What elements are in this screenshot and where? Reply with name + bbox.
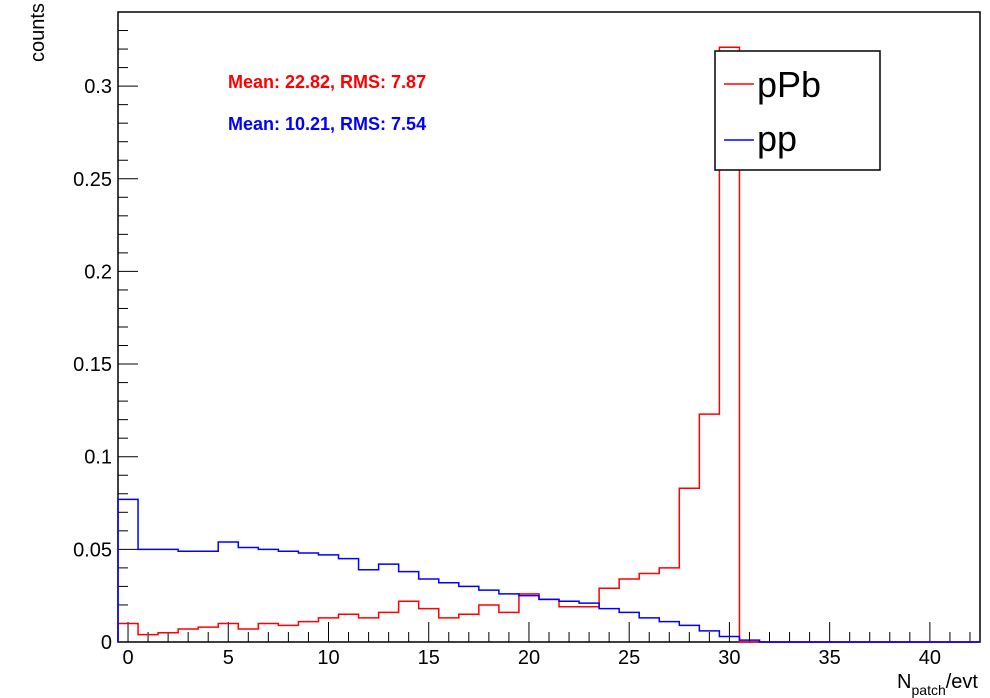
x-tick-label: 5 xyxy=(223,647,234,669)
y-tick-label: 0.3 xyxy=(84,76,112,98)
stats-ppb: Mean: 22.82, RMS: 7.87 xyxy=(228,72,426,92)
y-tick-label: 0.25 xyxy=(73,169,112,191)
x-tick-label: 20 xyxy=(518,647,540,669)
x-tick-label: 10 xyxy=(317,647,339,669)
x-axis-title-base: N xyxy=(897,671,911,693)
y-tick-label: 0.05 xyxy=(73,539,112,561)
y-tick-label: 0.1 xyxy=(84,447,112,469)
legend-box xyxy=(714,50,881,171)
y-tick-label: 0.2 xyxy=(84,261,112,283)
y-tick-label: 0.15 xyxy=(73,354,112,376)
legend: pPb pp xyxy=(714,50,881,171)
x-tick-label: 15 xyxy=(418,647,440,669)
y-tick-label: 0 xyxy=(101,632,112,654)
series-ppb-line xyxy=(117,46,980,643)
series-pp-line xyxy=(117,498,980,643)
legend-label-ppb: pPb xyxy=(757,64,821,105)
series-layer xyxy=(117,46,980,643)
x-tick-label: 30 xyxy=(718,647,740,669)
y-axis-title: counts xyxy=(27,3,49,62)
legend-label-pp: pp xyxy=(757,118,797,159)
x-tick-label: 40 xyxy=(919,647,941,669)
y-axis-ticks: 0 0.05 0.1 0.15 0.2 0.25 0.3 xyxy=(73,11,138,654)
x-axis-title-suffix: /evt xyxy=(946,671,979,693)
x-axis-title-sub: patch xyxy=(912,682,946,698)
x-axis-title: Npatch/evt xyxy=(897,671,978,698)
x-tick-label: 35 xyxy=(819,647,841,669)
stats-pp: Mean: 10.21, RMS: 7.54 xyxy=(228,114,426,134)
x-tick-label: 0 xyxy=(122,647,133,669)
x-tick-label: 25 xyxy=(618,647,640,669)
x-axis-ticks: 0 5 10 15 20 25 30 35 40 xyxy=(122,622,971,669)
